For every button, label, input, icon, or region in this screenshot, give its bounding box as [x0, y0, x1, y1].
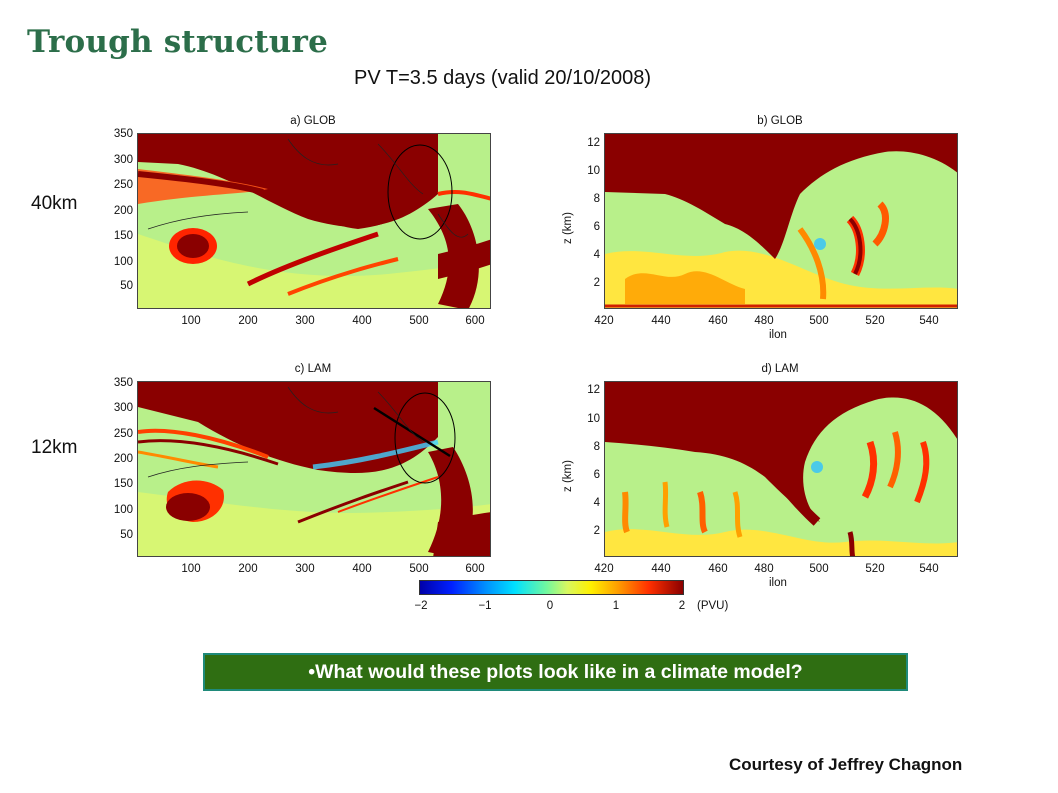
panel-d-ytick: 8: [593, 441, 600, 453]
panel-d-ytick: 2: [593, 525, 600, 537]
panel-d-ytick: 4: [593, 497, 600, 509]
panel-a-ytick: 100: [113, 256, 133, 268]
colorbar-tick: −1: [478, 600, 492, 612]
panel-d-xlabel: ilon: [769, 577, 787, 589]
panel-b-xtick: 440: [651, 315, 671, 327]
panel-d-xtick: 540: [919, 563, 939, 575]
panel-a-ytick: 150: [113, 230, 133, 242]
panel-b-plot: [604, 133, 958, 309]
panel-b-ytick: 10: [587, 165, 600, 177]
panel-c-ytick: 250: [113, 428, 133, 440]
panel-a-ytick: 300: [113, 154, 133, 166]
row-label-40km: 40km: [31, 193, 78, 214]
colorbar-tick: −2: [414, 600, 428, 612]
panel-b-ytick: 6: [593, 221, 600, 233]
panel-a-ytick: 200: [113, 205, 133, 217]
colorbar-unit: (PVU): [697, 600, 729, 612]
panel-a-xtick: 500: [409, 315, 429, 327]
figure-title: PV T=3.5 days (valid 20/10/2008): [354, 67, 652, 89]
panel-c-ytick: 300: [113, 402, 133, 414]
panel-d-xtick: 520: [865, 563, 885, 575]
panel-a-xtick: 400: [352, 315, 372, 327]
panel-c-plot: [137, 381, 491, 557]
panel-c-xtick: 600: [465, 563, 485, 575]
panel-c-xtick: 200: [238, 563, 258, 575]
panel-d-xtick: 420: [594, 563, 614, 575]
panel-a-ytick: 350: [113, 128, 133, 140]
courtesy-credit: Courtesy of Jeffrey Chagnon: [729, 755, 963, 774]
colorbar-tick: 2: [678, 600, 686, 612]
panel-d-xtick: 500: [809, 563, 829, 575]
panel-b-xtick: 520: [865, 315, 885, 327]
panel-a-title: a) GLOB: [290, 115, 336, 127]
panel-a-xtick: 300: [295, 315, 315, 327]
panel-a-xtick: 600: [465, 315, 485, 327]
panel-c-xtick: 300: [295, 563, 315, 575]
colorbar-tick: 1: [612, 600, 620, 612]
question-box: •What would these plots look like in a c…: [203, 653, 908, 691]
panel-c-ytick: 350: [113, 377, 133, 389]
panel-d-ytick: 12: [587, 384, 600, 396]
panel-c-ytick: 200: [113, 453, 133, 465]
row-label-12km: 12km: [31, 437, 78, 458]
panel-d-xtick: 440: [651, 563, 671, 575]
panel-b-xtick: 460: [708, 315, 728, 327]
panel-b-xtick: 420: [594, 315, 614, 327]
panel-d-ytick: 6: [593, 469, 600, 481]
panel-b-xtick: 500: [809, 315, 829, 327]
panel-c-xtick: 500: [409, 563, 429, 575]
panel-b-ytick: 12: [587, 137, 600, 149]
question-text: •What would these plots look like in a c…: [308, 660, 803, 683]
panel-d-xtick: 480: [754, 563, 774, 575]
panel-b-ytick: 8: [593, 193, 600, 205]
panel-c-title: c) LAM: [294, 363, 332, 375]
panel-b-xtick: 540: [919, 315, 939, 327]
panel-c-ytick: 100: [113, 504, 133, 516]
panel-c-xtick: 400: [352, 563, 372, 575]
panel-b-ytick: 4: [593, 249, 600, 261]
slide-title: Trough structure: [27, 24, 328, 60]
panel-a-ytick: 50: [120, 280, 133, 292]
pv-colorbar: [419, 580, 684, 595]
panel-a-ytick: 250: [113, 179, 133, 191]
colorbar-tick: 0: [546, 600, 554, 612]
panel-b-xlabel: ilon: [769, 329, 787, 341]
panel-d-title: d) LAM: [761, 363, 799, 375]
panel-c-ytick: 150: [113, 478, 133, 490]
panel-a-plot: [137, 133, 491, 309]
panel-d-plot: [604, 381, 958, 557]
panel-b-title: b) GLOB: [757, 115, 803, 127]
panel-a-xtick: 100: [181, 315, 201, 327]
panel-d-xtick: 460: [708, 563, 728, 575]
panel-b-ytick: 2: [593, 277, 600, 289]
panel-d-ytick: 10: [587, 413, 600, 425]
panel-c-ytick: 50: [120, 529, 133, 541]
panel-b-xtick: 480: [754, 315, 774, 327]
panel-a-xtick: 200: [238, 315, 258, 327]
panel-c-xtick: 100: [181, 563, 201, 575]
